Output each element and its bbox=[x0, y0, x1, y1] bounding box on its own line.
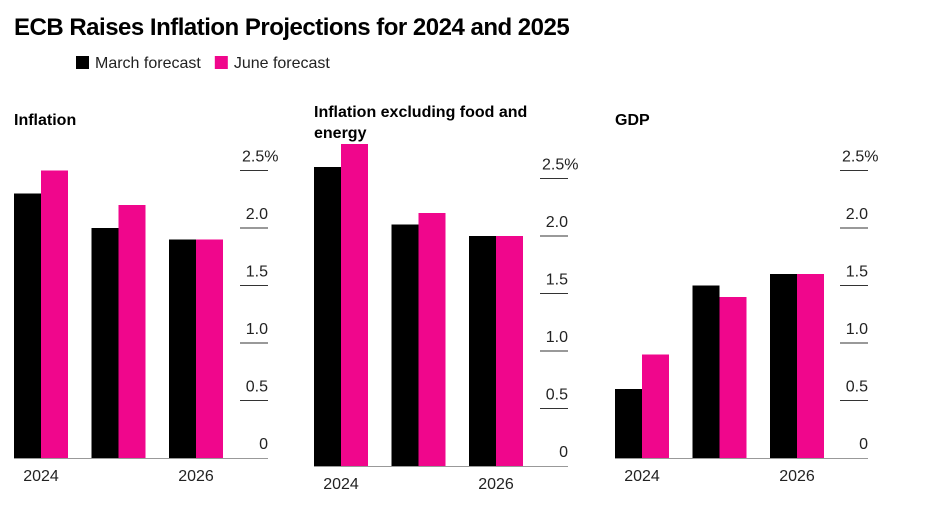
y-tick-label: 0 bbox=[259, 436, 268, 453]
y-tick-label: 1.5 bbox=[846, 264, 868, 281]
legend-label: March forecast bbox=[95, 55, 201, 72]
x-tick-label: 2024 bbox=[23, 468, 59, 485]
panel-title: GDP bbox=[615, 112, 650, 129]
bar bbox=[196, 239, 223, 458]
bar bbox=[418, 213, 446, 466]
bar bbox=[719, 297, 747, 458]
x-tick-label: 2026 bbox=[178, 468, 214, 485]
y-tick-label: 0.5 bbox=[546, 387, 568, 404]
y-tick-label: 1.0 bbox=[546, 329, 568, 346]
y-tick-label: 2.0 bbox=[846, 206, 868, 223]
panel-title: Inflation excluding food and energy bbox=[314, 104, 528, 142]
bar bbox=[615, 389, 642, 458]
bar bbox=[642, 354, 669, 458]
y-tick-label: 0 bbox=[859, 436, 868, 453]
y-tick-label: 2.0 bbox=[546, 214, 568, 231]
bar bbox=[118, 205, 146, 458]
legend-swatch bbox=[76, 56, 89, 69]
x-tick-label: 2026 bbox=[779, 468, 815, 485]
x-tick-label: 2026 bbox=[478, 476, 514, 493]
y-tick-label: 2.5% bbox=[842, 149, 878, 166]
y-tick-label: 0.5 bbox=[246, 379, 268, 396]
bar bbox=[496, 236, 523, 466]
bar bbox=[391, 224, 419, 466]
x-tick-label: 2024 bbox=[624, 468, 660, 485]
y-tick-label: 2.0 bbox=[246, 206, 268, 223]
y-tick-label: 2.5% bbox=[542, 157, 578, 174]
y-tick-label: 1.0 bbox=[246, 321, 268, 338]
y-tick-label: 1.0 bbox=[846, 321, 868, 338]
chart-title: ECB Raises Inflation Projections for 202… bbox=[14, 14, 570, 41]
bar bbox=[692, 285, 720, 458]
bar bbox=[469, 236, 496, 466]
y-tick-label: 0 bbox=[559, 444, 568, 461]
bar bbox=[770, 274, 797, 458]
legend-swatch bbox=[214, 56, 228, 69]
bar bbox=[91, 228, 119, 458]
legend-label: June forecast bbox=[234, 55, 331, 72]
y-tick-label: 1.5 bbox=[246, 264, 268, 281]
bar bbox=[797, 274, 824, 458]
bar bbox=[14, 193, 41, 458]
y-tick-label: 0.5 bbox=[846, 379, 868, 396]
bar bbox=[41, 170, 68, 458]
panel-title: Inflation bbox=[14, 112, 77, 129]
bar bbox=[314, 167, 341, 466]
y-tick-label: 2.5% bbox=[242, 149, 278, 166]
x-tick-label: 2024 bbox=[323, 476, 359, 493]
y-tick-label: 1.5 bbox=[546, 272, 568, 289]
bar bbox=[341, 144, 368, 466]
bar bbox=[169, 239, 196, 458]
